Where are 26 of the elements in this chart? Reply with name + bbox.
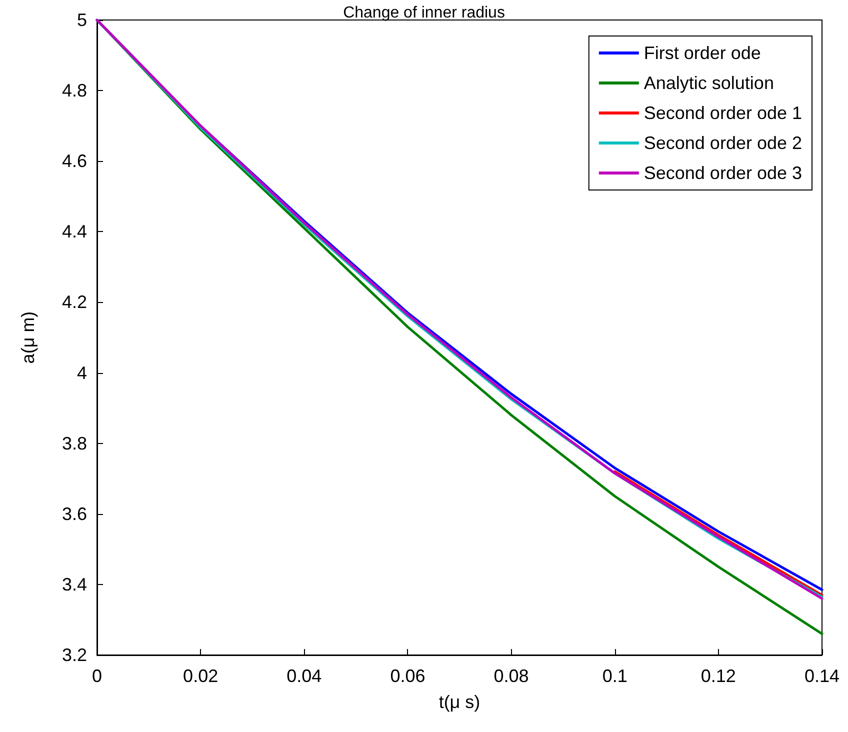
x-tick-label: 0.02 (183, 666, 218, 686)
y-tick-label: 4.6 (62, 151, 87, 172)
x-tick-label: 0.04 (286, 666, 322, 686)
x-tick-label: 0 (92, 666, 102, 686)
legend-label: First order ode (644, 43, 761, 63)
x-tick-label: 0.1 (602, 666, 628, 686)
legend-label: Second order ode 3 (644, 163, 802, 183)
y-tick-label: 4.2 (62, 292, 87, 312)
y-tick-label: 4.8 (62, 80, 87, 101)
y-tick-label: 4 (76, 362, 87, 383)
x-tick-label: 0.14 (804, 666, 840, 686)
y-tick-label: 3.4 (62, 574, 87, 594)
legend-label: Second order ode 1 (644, 103, 802, 123)
y-axis-title: a(μ m) (18, 311, 38, 364)
y-tick-label: 4.4 (62, 222, 87, 242)
legend-label: Analytic solution (644, 73, 774, 93)
x-axis-title: t(μ s) (438, 692, 480, 712)
y-tick-label: 3.8 (62, 433, 87, 454)
y-tick-label: 3.2 (62, 645, 87, 665)
y-tick-label: 5 (76, 10, 87, 30)
legend-label: Second order ode 2 (644, 133, 802, 153)
x-tick-label: 0.12 (700, 666, 736, 686)
chart-title: Change of inner radius (343, 4, 505, 22)
y-tick-label: 3.6 (62, 504, 87, 524)
x-tick-label: 0.06 (390, 666, 426, 686)
x-tick-label: 0.08 (494, 666, 529, 686)
